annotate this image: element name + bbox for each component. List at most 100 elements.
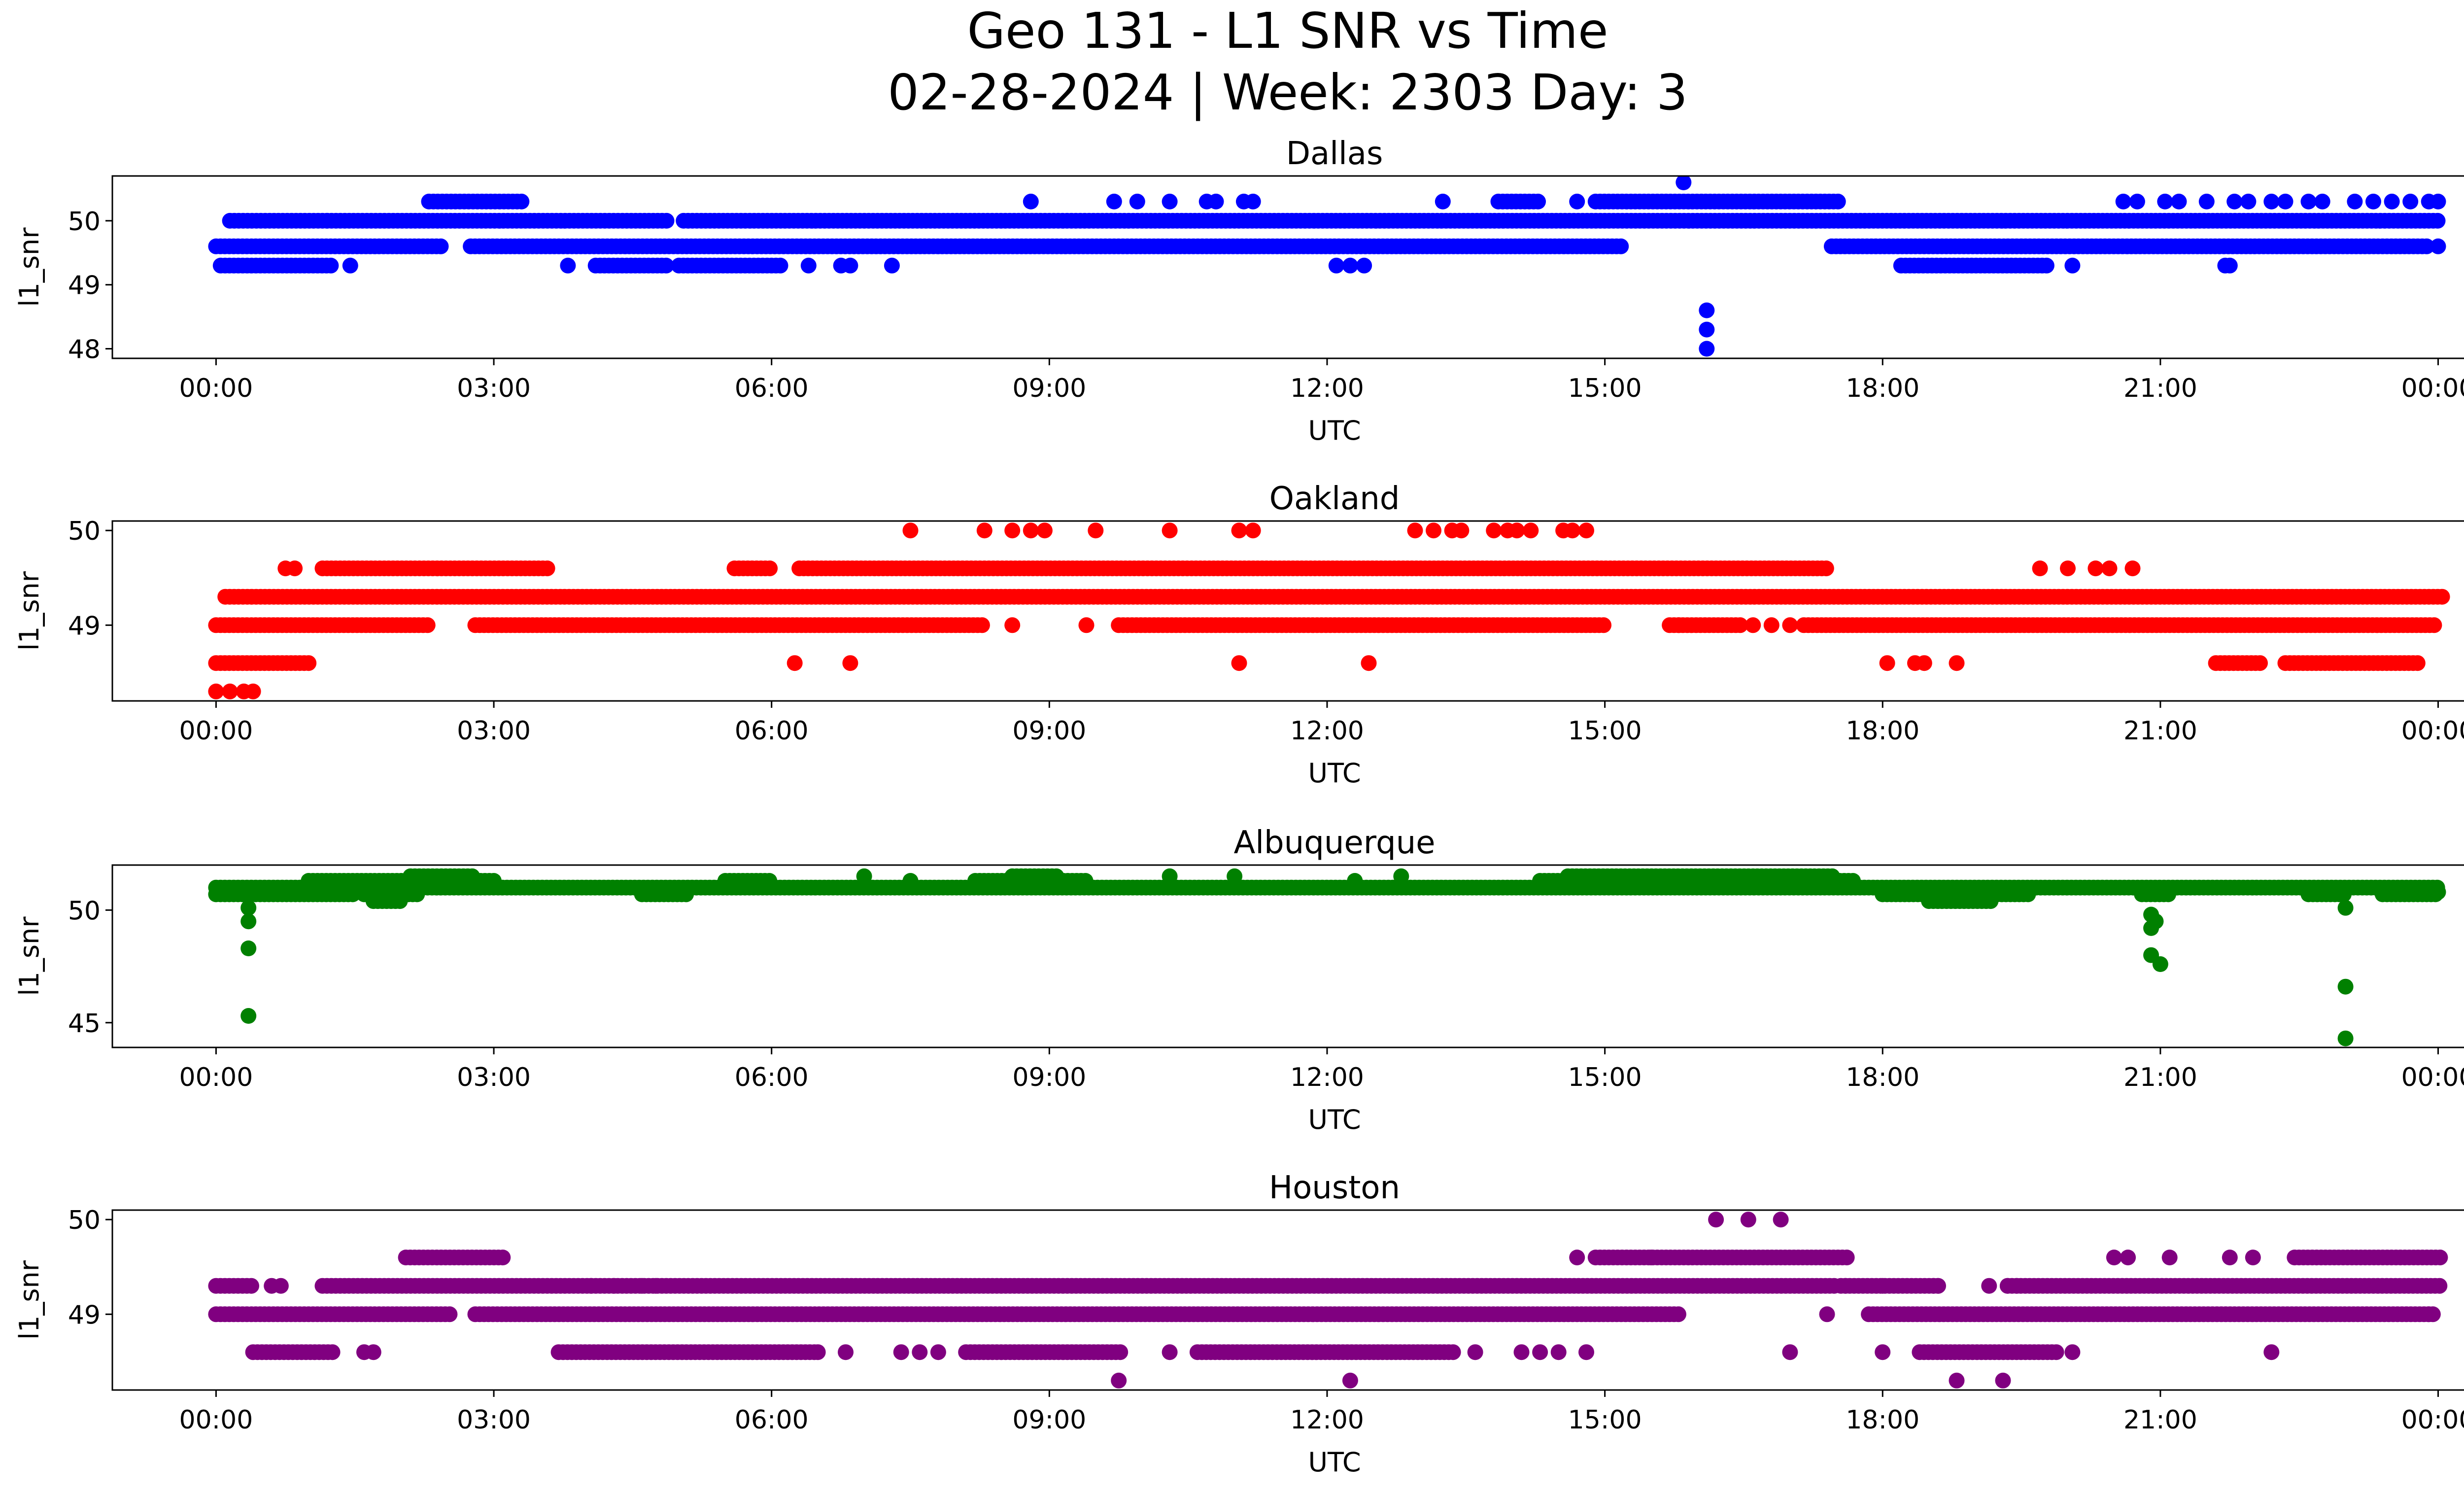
panel-dallas-ylabel: l1_snr (14, 227, 45, 307)
data-point (560, 257, 576, 274)
data-point (1245, 522, 1261, 539)
x-tick-label: 18:00 (1846, 374, 1919, 403)
data-point (1208, 193, 1224, 209)
data-point (433, 238, 449, 254)
data-point (1356, 257, 1372, 274)
data-point (2161, 1250, 2178, 1266)
data-point (2430, 238, 2446, 254)
data-point (1393, 868, 1409, 884)
data-point (342, 257, 358, 274)
x-tick-label: 21:00 (2123, 1405, 2197, 1435)
x-tick-label: 12:00 (1290, 1405, 1364, 1435)
data-point (893, 1344, 909, 1360)
data-point (495, 1250, 511, 1266)
data-point (1227, 868, 1243, 884)
data-point (1830, 193, 1846, 209)
data-point (240, 940, 257, 956)
data-point (2431, 1278, 2448, 1294)
data-point (1129, 193, 1145, 209)
data-point (2048, 1344, 2064, 1360)
x-tick-label: 00:00 (179, 1063, 253, 1092)
data-point (409, 886, 425, 903)
data-point (658, 257, 674, 274)
data-point (287, 560, 303, 577)
data-point (634, 1278, 650, 1294)
panel-albuquerque-points (208, 868, 2446, 1046)
data-point (2171, 193, 2187, 209)
data-point (2226, 193, 2243, 209)
data-point (485, 873, 502, 889)
panel-albuquerque-band (208, 879, 2445, 896)
data-point (1782, 1344, 1798, 1360)
panel-houston-title: Houston (1269, 1170, 1400, 1206)
data-point (1162, 522, 1178, 539)
x-tick-label: 21:00 (2123, 716, 2197, 746)
data-point (856, 868, 872, 884)
x-tick-label: 09:00 (1012, 1405, 1086, 1435)
data-point (1048, 868, 1064, 884)
data-point (884, 257, 900, 274)
data-point (2252, 655, 2268, 671)
x-tick-label: 15:00 (1568, 1063, 1642, 1092)
data-point (2421, 1306, 2437, 1322)
panel-oakland-ylabel: l1_snr (14, 571, 45, 651)
x-tick-label: 03:00 (457, 1063, 531, 1092)
data-point (2402, 193, 2419, 209)
data-point (1569, 1250, 1585, 1266)
data-point (243, 1278, 259, 1294)
data-point (513, 193, 530, 209)
data-point (1426, 522, 1441, 539)
data-point (1732, 617, 1748, 633)
data-point (1839, 1250, 1855, 1266)
data-point (365, 1344, 381, 1360)
data-point (2419, 238, 2435, 254)
data-point (2277, 193, 2293, 209)
x-tick-label: 12:00 (1290, 716, 1364, 746)
x-tick-label: 12:00 (1290, 374, 1364, 403)
data-point (1111, 1372, 1127, 1389)
data-point (2148, 913, 2164, 930)
panel-oakland-title: Oakland (1269, 481, 1400, 517)
data-point (2263, 1344, 2280, 1360)
y-tick-label: 49 (68, 611, 101, 641)
data-point (2263, 193, 2280, 209)
data-point (2064, 1344, 2081, 1360)
data-point (1875, 1344, 1891, 1360)
data-point (1231, 522, 1247, 539)
data-point (1004, 522, 1021, 539)
data-point (2365, 193, 2381, 209)
data-point (2432, 1250, 2448, 1266)
data-point (976, 522, 992, 539)
data-point (1361, 655, 1377, 671)
data-point (2088, 560, 2104, 577)
data-point (2430, 193, 2446, 209)
data-point (606, 1278, 622, 1294)
panel-houston-points (208, 1212, 2448, 1389)
data-point (1930, 1278, 1946, 1294)
data-point (1763, 617, 1780, 633)
data-point (902, 522, 919, 539)
data-point (2152, 956, 2168, 972)
data-point (240, 913, 257, 930)
panel-oakland-axes-frame (111, 520, 2464, 702)
x-tick-label: 03:00 (457, 374, 531, 403)
data-point (1077, 873, 1094, 889)
panel-albuquerque-axes-frame (111, 864, 2464, 1048)
data-point (2384, 193, 2400, 209)
data-point (1162, 1344, 1178, 1360)
data-point (240, 900, 257, 916)
x-tick-label: 15:00 (1568, 374, 1642, 403)
y-tick-label: 49 (68, 271, 101, 301)
data-point (2245, 1250, 2261, 1266)
data-point (1342, 1372, 1358, 1389)
x-tick-label: 03:00 (457, 716, 531, 746)
data-point (1670, 1306, 1686, 1322)
data-point (1916, 655, 1932, 671)
data-point (1112, 1344, 1129, 1360)
x-tick-label: 18:00 (1846, 716, 1919, 746)
data-point (761, 873, 778, 889)
data-point (2106, 1250, 2122, 1266)
